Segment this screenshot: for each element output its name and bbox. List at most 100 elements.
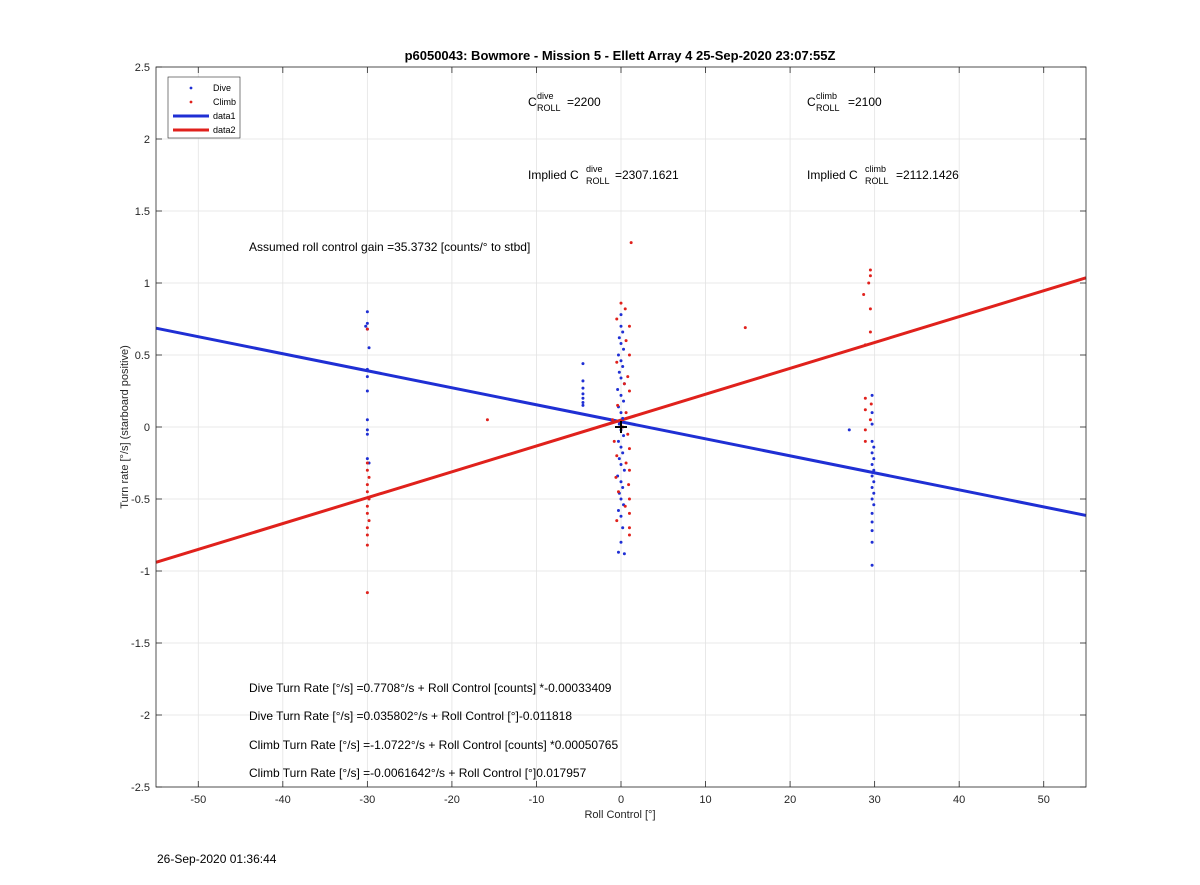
climb-point [863,408,867,412]
dive-counts-equation: Dive Turn Rate [°/s] =0.7708°/s + Roll C… [249,681,612,695]
dive-point [365,310,369,314]
dive-point [616,509,620,513]
c-roll-dive-base: C [528,95,537,109]
climb-point [365,327,369,331]
dive-point [581,403,585,407]
climb-point [365,511,369,515]
implied-dive-annotation: Implied C dive ROLL =2307.1621 [528,164,679,186]
climb-point [623,504,627,508]
climb-point [615,317,619,321]
dive-point [870,451,874,455]
x-axis-ticks: -50 -40 -30 -20 -10 0 10 20 30 40 50 [190,67,1050,806]
dive-point [872,503,876,507]
legend-box [167,76,241,139]
x-tick-label: 0 [618,794,624,806]
climb-point [616,403,620,407]
dive-point [872,445,876,449]
dive-point [365,321,369,325]
climb-point [626,375,630,379]
dive-point [621,451,625,455]
dive-point [617,370,621,374]
dive-point [870,422,874,426]
dive-point [870,529,874,533]
c-roll-dive-value: =2200 [567,95,601,109]
x-axis-label: Roll Control [°] [584,809,655,821]
legend-climb-label: Climb [213,97,236,107]
climb-point [365,533,369,537]
dive-point [581,396,585,400]
implied-climb-value: =2112.1426 [896,168,959,182]
dive-degrees-equation: Dive Turn Rate [°/s] =0.035802°/s + Roll… [249,709,572,723]
y-tick-label: -2.5 [131,782,150,794]
dive-point [617,336,621,340]
x-tick-label: 20 [784,794,796,806]
climb-point [863,439,867,443]
dive-point [621,485,625,489]
footer-timestamp: 26-Sep-2020 01:36:44 [157,852,277,866]
dive-point [622,347,626,351]
dive-point [870,439,874,443]
climb-point [627,483,631,487]
c-roll-dive-sup: dive [537,91,554,101]
dive-point [619,462,623,466]
dive-point [581,386,585,390]
c-roll-climb-sup: climb [816,91,837,101]
dive-point [872,457,876,461]
dive-point [622,552,626,556]
x-tick-label: 40 [953,794,965,806]
dive-point [616,353,620,357]
implied-dive-value: =2307.1621 [615,168,679,182]
climb-point [627,533,631,537]
climb-point [365,526,369,530]
c-roll-climb-value: =2100 [848,95,882,109]
climb-point [615,454,619,458]
legend-dive-label: Dive [213,83,231,93]
svg-text:C: C [528,95,537,109]
y-tick-label: 1.5 [135,206,150,218]
dive-point [619,514,623,518]
dive-point [616,439,620,443]
x-tick-label: -10 [529,794,545,806]
dive-point [622,468,626,472]
climb-point [627,353,631,357]
dive-point [365,389,369,393]
implied-climb-sub: ROLL [865,176,889,186]
dive-point [870,520,874,524]
dive-point [364,324,368,328]
x-tick-label: -40 [275,794,291,806]
climb-point [365,468,369,472]
legend: Dive Climb data1 data2 [167,76,241,139]
climb-point [615,519,619,523]
climb-point [615,360,619,364]
data2-fit-line [155,276,1087,564]
climb-point [867,281,871,285]
implied-dive-prefix: Implied C [528,168,579,182]
y-tick-label: 0 [144,422,150,434]
climb-point [627,497,631,501]
chart-title: p6050043: Bowmore - Mission 5 - Ellett A… [405,48,836,63]
climb-point [626,432,630,436]
y-tick-label: 0.5 [135,350,150,362]
implied-climb-sup: climb [865,164,886,174]
y-tick-label: -2 [140,710,150,722]
implied-climb-annotation: Implied C climb ROLL =2112.1426 [807,164,959,186]
climb-point [367,475,371,479]
c-roll-climb-sub: ROLL [816,103,840,113]
climb-point [614,475,618,479]
climb-point [868,268,872,272]
y-tick-label: -1.5 [131,638,150,650]
climb-point [627,324,631,328]
climb-point [743,326,747,330]
climb-point [622,382,626,386]
c-roll-climb-base: C [807,95,816,109]
climb-point [627,526,631,530]
data-points [364,241,876,595]
climb-point [365,483,369,487]
climb-point [862,293,866,297]
y-tick-label: -0.5 [131,494,150,506]
dive-point [870,540,874,544]
legend-dive-marker [189,86,193,90]
climb-point [365,504,369,508]
dive-point [365,418,369,422]
dive-point [621,526,625,530]
